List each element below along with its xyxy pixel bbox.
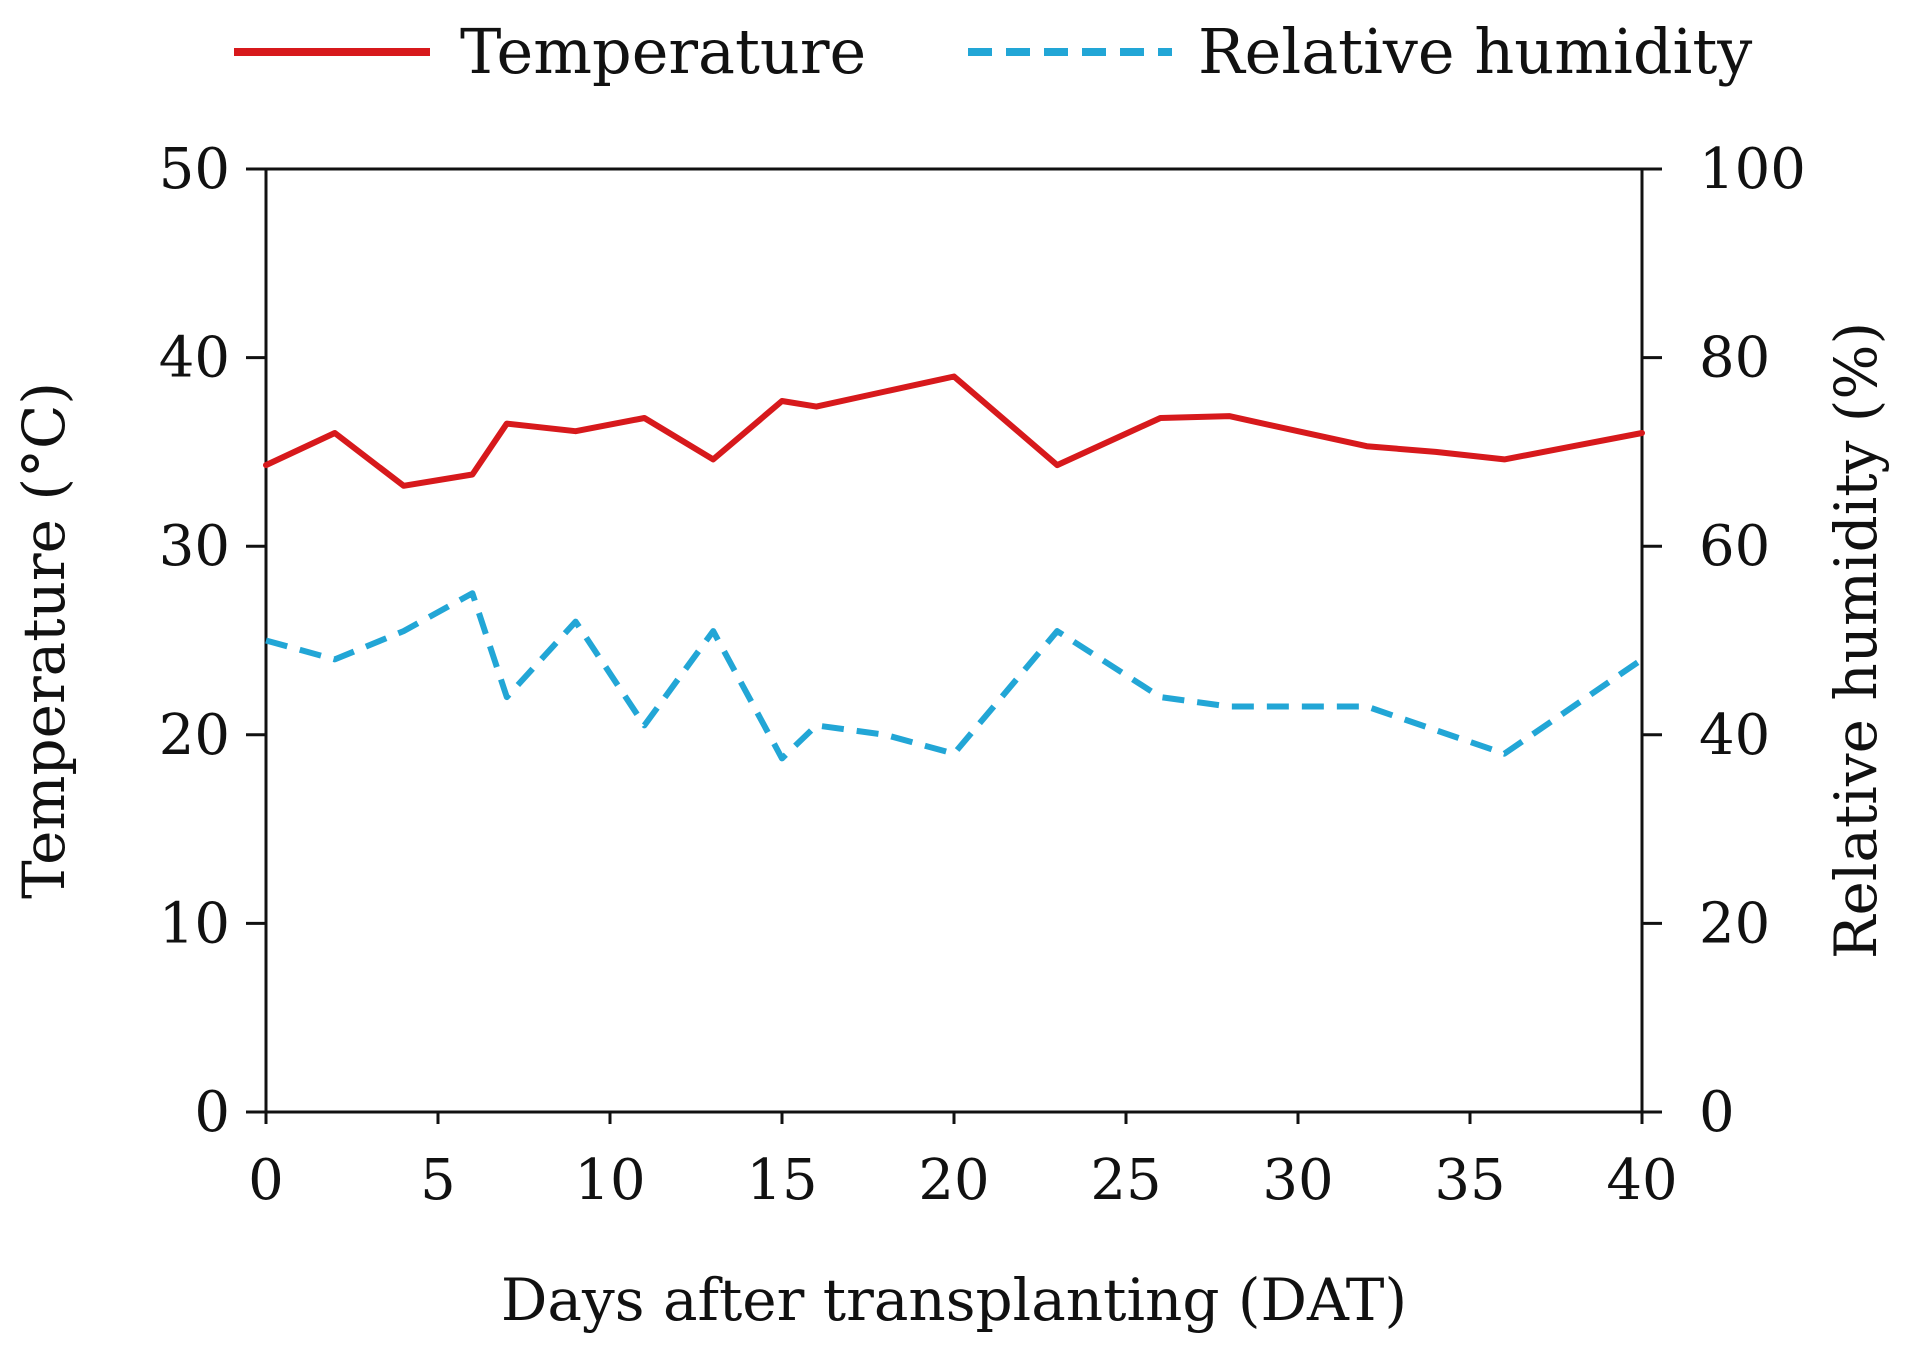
x-tick-label-7: 35 bbox=[1434, 1148, 1505, 1213]
y-left-tick-label-1: 10 bbox=[159, 891, 230, 956]
series-layer bbox=[263, 373, 1645, 762]
x-tick-label-0: 0 bbox=[248, 1148, 284, 1213]
x-tick-label-2: 10 bbox=[574, 1148, 645, 1213]
y-left-tick-label-2: 20 bbox=[159, 703, 230, 768]
y-right-tick-label-5: 100 bbox=[1699, 137, 1806, 202]
series-line-temperature bbox=[263, 373, 1645, 489]
y-right-tick-label-0: 0 bbox=[1699, 1080, 1735, 1145]
y-left-tick-label-4: 40 bbox=[159, 326, 230, 391]
series-line-relative-humidity bbox=[265, 590, 1644, 762]
x-tick-label-5: 25 bbox=[1090, 1148, 1161, 1213]
y-axis-right: 0 20 40 60 80 100 bbox=[1642, 137, 1806, 1145]
legend-label-0: Temperature bbox=[460, 15, 866, 88]
plot-frame bbox=[264, 167, 1644, 1114]
x-axis: 0 5 10 15 20 25 30 35 40 bbox=[248, 1112, 1678, 1213]
x-tick-label-6: 30 bbox=[1262, 1148, 1333, 1213]
y-right-tick-label-3: 60 bbox=[1699, 514, 1770, 579]
y-right-tick-label-4: 80 bbox=[1699, 326, 1770, 391]
y-axis-left-title: Temperature (°C) bbox=[10, 382, 78, 899]
x-tick-label-1: 5 bbox=[420, 1148, 456, 1213]
x-tick-label-4: 20 bbox=[918, 1148, 989, 1213]
y-axis-right-title: Relative humidity (%) bbox=[1822, 322, 1890, 959]
legend-label-1: Relative humidity bbox=[1198, 15, 1752, 88]
y-left-tick-label-0: 0 bbox=[194, 1080, 230, 1145]
x-axis-title: Days after transplanting (DAT) bbox=[501, 1266, 1407, 1334]
y-right-tick-label-1: 20 bbox=[1699, 891, 1770, 956]
x-tick-label-3: 15 bbox=[746, 1148, 817, 1213]
x-tick-label-8: 40 bbox=[1606, 1148, 1677, 1213]
y-left-tick-label-5: 50 bbox=[159, 137, 230, 202]
y-left-tick-label-3: 30 bbox=[159, 514, 230, 579]
y-right-tick-label-2: 40 bbox=[1699, 703, 1770, 768]
legend: Temperature Relative humidity bbox=[234, 15, 1752, 88]
y-axis-left: 0 10 20 30 40 50 bbox=[159, 137, 266, 1145]
